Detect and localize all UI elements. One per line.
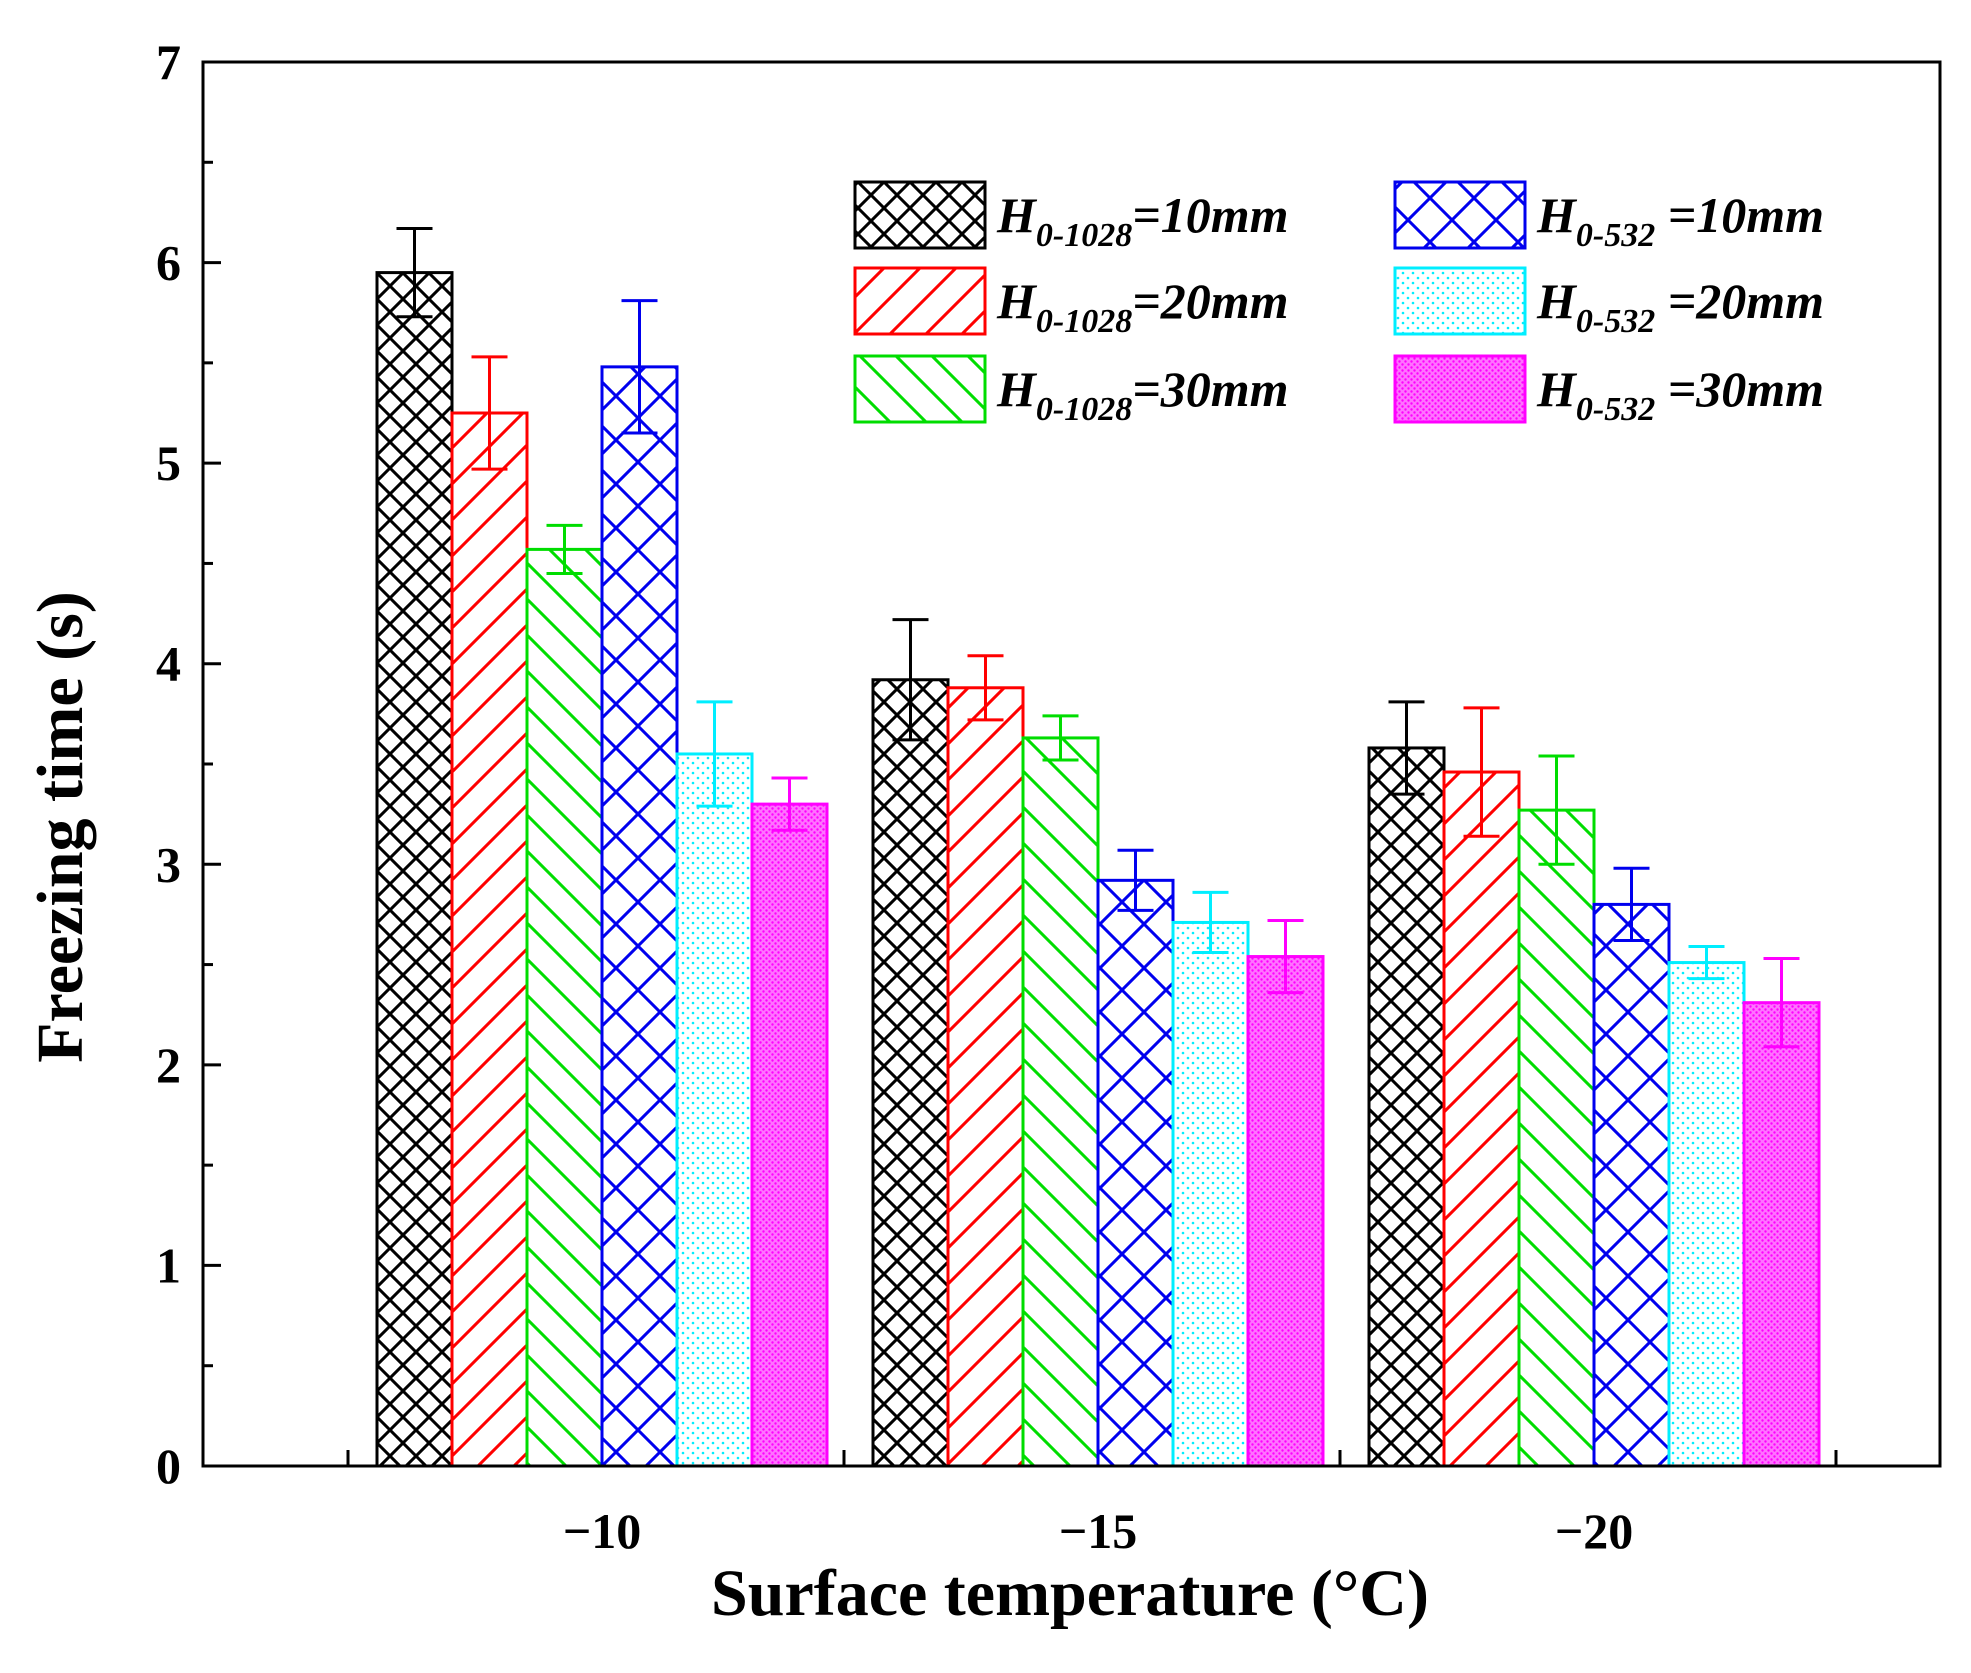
- y-tick-label-0: 0: [156, 1438, 181, 1494]
- bar-2-cat-2: [946, 686, 1025, 1468]
- legend-item-5: H0-532 =20mm: [1393, 266, 1824, 340]
- legend-label-1: H0-1028=10mm: [996, 187, 1289, 254]
- error-bar-2-cat-2: [967, 654, 1004, 722]
- error-bar-5-cat-2: [1192, 890, 1229, 955]
- bar-5-cat-1: [675, 752, 754, 1468]
- legend-item-6: H0-532 =30mm: [1393, 354, 1824, 428]
- y-tick-label-4: 4: [156, 636, 181, 692]
- legend-item-2: H0-1028=20mm: [853, 266, 1289, 340]
- y-tick-label-2: 2: [156, 1037, 181, 1093]
- bar-4-cat-2: [1096, 878, 1175, 1468]
- error-bar-2-cat-3: [1463, 706, 1500, 838]
- bar-6-cat-3: [1742, 1001, 1821, 1468]
- bar-3-cat-2: [1021, 736, 1100, 1468]
- y-tick-label-1: 1: [156, 1237, 181, 1293]
- bar-1-cat-2: [871, 678, 950, 1468]
- error-bar-5-cat-1: [696, 700, 733, 808]
- error-bar-2-cat-1: [471, 355, 508, 471]
- x-axis-title: Surface temperature (°C): [711, 1557, 1429, 1630]
- y-tick-label-6: 6: [156, 235, 181, 291]
- error-bar-4-cat-1: [621, 299, 658, 435]
- legend-label-5: H0-532 =20mm: [1536, 273, 1824, 340]
- error-bar-1-cat-2: [892, 618, 929, 742]
- bar-6-cat-2: [1246, 955, 1325, 1468]
- bar-3-cat-3: [1517, 808, 1596, 1468]
- error-bar-4-cat-3: [1613, 866, 1650, 943]
- legend-item-1: H0-1028=10mm: [853, 180, 1289, 254]
- bar-2-cat-3: [1442, 770, 1521, 1468]
- error-bar-3-cat-2: [1042, 714, 1079, 762]
- legend-item-3: H0-1028=30mm: [853, 354, 1289, 428]
- error-bar-4-cat-2: [1117, 848, 1154, 912]
- y-tick-label-3: 3: [156, 836, 181, 892]
- bar-4-cat-3: [1592, 902, 1671, 1468]
- x-tick-label-3: −20: [1555, 1503, 1634, 1559]
- y-tick-label-7: 7: [156, 34, 181, 90]
- bar-5-cat-2: [1171, 920, 1250, 1468]
- legend-swatch-2: [853, 266, 987, 336]
- error-bar-6-cat-3: [1763, 957, 1800, 1049]
- y-tick-label-5: 5: [156, 435, 181, 491]
- legend-item-4: H0-532 =10mm: [1393, 180, 1824, 254]
- x-tick-label-2: −15: [1059, 1503, 1138, 1559]
- error-bar-1-cat-1: [396, 226, 433, 319]
- legend-swatch-4: [1393, 180, 1527, 250]
- bar-3-cat-1: [525, 547, 604, 1468]
- bar-5-cat-3: [1667, 961, 1746, 1468]
- y-axis-title: Freezing time (s): [24, 591, 97, 1063]
- legend-swatch-6: [1393, 354, 1527, 424]
- error-bar-5-cat-3: [1688, 945, 1725, 981]
- legend-swatch-5: [1393, 266, 1527, 336]
- bar-1-cat-1: [375, 271, 454, 1468]
- bar-2-cat-1: [450, 411, 529, 1468]
- legend-label-3: H0-1028=30mm: [996, 361, 1289, 428]
- error-bar-6-cat-1: [771, 776, 808, 832]
- error-bar-3-cat-1: [546, 523, 583, 575]
- bar-6-cat-1: [750, 802, 829, 1468]
- error-bar-1-cat-3: [1388, 700, 1425, 796]
- legend-label-4: H0-532 =10mm: [1536, 187, 1824, 254]
- x-tick-label-1: −10: [563, 1503, 642, 1559]
- bar-1-cat-3: [1367, 746, 1446, 1468]
- error-bar-3-cat-3: [1538, 754, 1575, 866]
- legend-swatch-3: [853, 354, 987, 424]
- legend-label-2: H0-1028=20mm: [996, 273, 1289, 340]
- bar-4-cat-1: [600, 365, 679, 1468]
- legend-swatch-1: [853, 180, 987, 250]
- error-bar-6-cat-2: [1267, 918, 1304, 995]
- legend-label-6: H0-532 =30mm: [1536, 361, 1824, 428]
